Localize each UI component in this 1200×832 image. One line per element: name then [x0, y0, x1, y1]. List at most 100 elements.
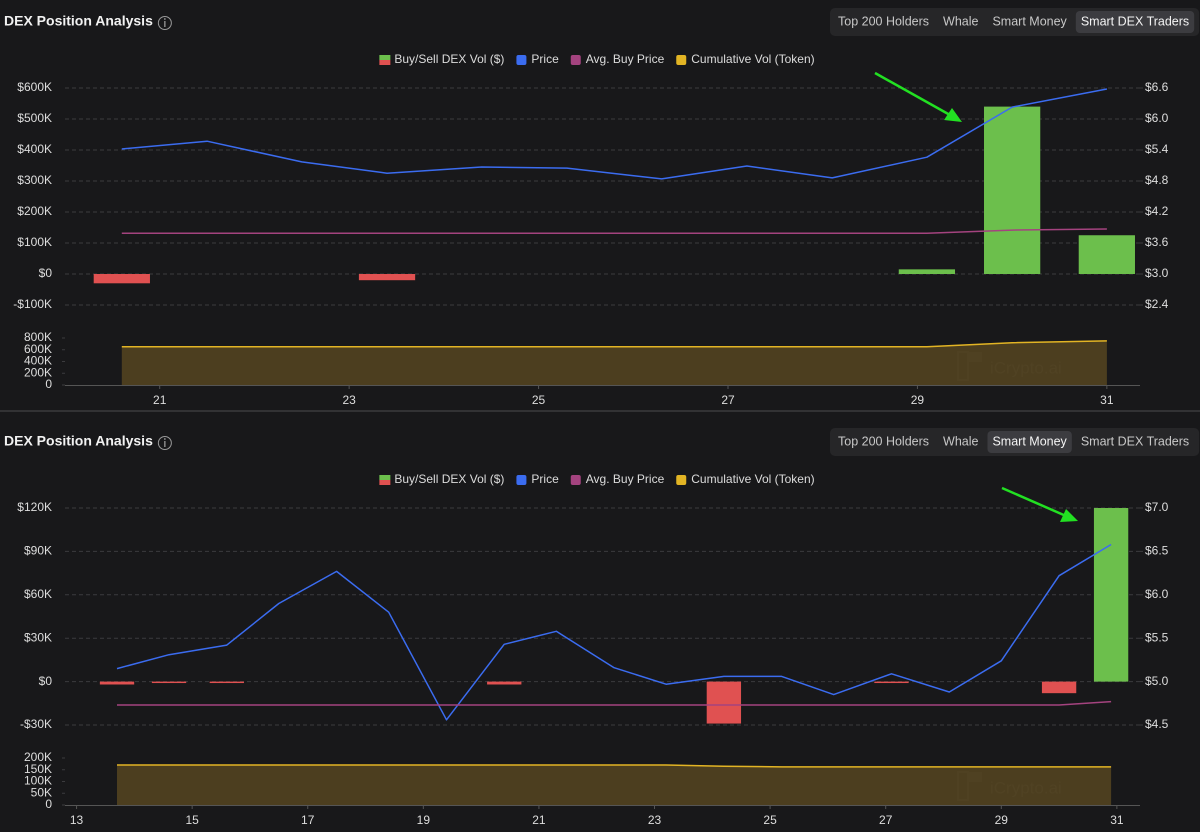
x-tick-label: 31 [1100, 393, 1114, 407]
area-outline [121, 340, 1107, 348]
legend-item: Price [516, 472, 559, 486]
tab[interactable]: Top 200 Holders [838, 434, 929, 448]
arrow-head [1060, 509, 1078, 522]
x-tick-label: 17 [301, 813, 315, 827]
bar [93, 274, 150, 284]
legend-swatch [516, 475, 527, 485]
tab-background [987, 431, 1072, 453]
legend-item: Avg. Buy Price [570, 52, 665, 66]
legend-label: Cumulative Vol (Token) [691, 52, 814, 66]
y3-tick-label: 100K [24, 774, 52, 788]
x-tick-label: 27 [721, 393, 735, 407]
tab[interactable]: Whale [943, 434, 978, 448]
legend-label: Avg. Buy Price [586, 52, 665, 66]
y2-tick-label: $6.5 [1145, 544, 1169, 558]
arrow-shaft [874, 71, 951, 117]
area-outline [117, 764, 1112, 768]
y2-tick-label: $4.2 [1145, 204, 1169, 218]
y-tick-label: $30K [24, 630, 52, 644]
tab[interactable]: Smart Money [992, 434, 1067, 448]
bar [874, 681, 909, 684]
legend-swatch [676, 55, 687, 65]
legend-item: Cumulative Vol (Token) [676, 52, 815, 66]
x-tick-label: 29 [911, 393, 925, 407]
area [121, 340, 1107, 385]
legend-label: Avg. Buy Price [586, 472, 665, 486]
legend-label: Cumulative Vol (Token) [691, 472, 814, 486]
bar [898, 269, 956, 274]
info-icon [157, 436, 172, 450]
bar [1041, 681, 1077, 694]
tab-bar: Top 200 Holders Whale Smart Money Smart DEX… [830, 8, 1200, 36]
y-tick-label: $120K [17, 500, 52, 514]
legend-label: Price [531, 52, 559, 66]
legend-swatch-negative [379, 60, 391, 65]
y3-tick-label: 600K [24, 342, 52, 356]
legend: Buy/Sell DEX Vol ($) Price Avg. Buy Price C… [379, 472, 815, 486]
y3-tick-label: 200K [24, 750, 52, 764]
y3-tick-label: 150K [24, 762, 52, 776]
x-tick-label: 15 [185, 813, 199, 827]
bar [358, 274, 416, 281]
y3-tick-label: 800K [24, 330, 52, 344]
area [117, 765, 1112, 805]
tab[interactable]: Smart DEX Traders [1081, 14, 1189, 28]
tab[interactable]: Top 200 Holders [838, 14, 929, 28]
y-tick-label: $60K [24, 587, 52, 601]
x-tick-label: 25 [763, 813, 777, 827]
tab[interactable]: Smart Money [992, 14, 1067, 28]
legend-swatch-positive [379, 475, 391, 480]
legend-swatch [570, 475, 581, 485]
line [116, 543, 1112, 721]
legend-swatch [570, 55, 581, 65]
line [121, 228, 1107, 234]
y2-tick-label: $5.0 [1145, 674, 1169, 688]
legend-swatch-negative [379, 480, 391, 485]
y2-tick-label: $5.5 [1145, 630, 1169, 644]
line [117, 700, 1112, 706]
legend-label: Buy/Sell DEX Vol ($) [394, 52, 504, 66]
x-tick-label: 29 [995, 813, 1009, 827]
x-tick-label: 31 [1110, 813, 1124, 827]
legend-swatch [676, 475, 687, 485]
bar [984, 106, 1041, 274]
legend: Buy/Sell DEX Vol ($) Price Avg. Buy Price C… [379, 52, 815, 66]
tab-background [1075, 11, 1195, 33]
y-tick-label: -$100K [13, 297, 52, 311]
y3-tick-label: 400K [24, 354, 52, 368]
info-dot [163, 18, 166, 20]
arrow-shaft [1001, 486, 1067, 518]
y3-tick-label: 0 [45, 377, 52, 391]
legend-item: Cumulative Vol (Token) [676, 472, 815, 486]
y2-tick-label: $6.0 [1145, 111, 1169, 125]
y2-tick-label: $5.4 [1145, 142, 1169, 156]
y-tick-label: $500K [17, 111, 52, 125]
x-tick-label: 19 [417, 813, 431, 827]
legend-label: Price [531, 472, 559, 486]
chart-title: DEX Position Analysis [4, 13, 153, 29]
tab[interactable]: Whale [943, 14, 978, 28]
info-icon [157, 16, 172, 30]
tab[interactable]: Smart DEX Traders [1081, 434, 1189, 448]
x-tick-label: 27 [879, 813, 893, 827]
y-tick-label: $300K [17, 173, 52, 187]
y-tick-label: $0 [39, 674, 53, 688]
y-tick-label: $90K [24, 544, 52, 558]
y2-tick-label: $3.0 [1145, 266, 1169, 280]
annotation-arrow [1001, 486, 1078, 522]
annotation-arrow [874, 71, 962, 122]
x-tick-label: 21 [532, 813, 546, 827]
y-tick-label: $100K [17, 235, 52, 249]
y2-tick-label: $7.0 [1145, 500, 1169, 514]
legend-item: Buy/Sell DEX Vol ($) [379, 52, 504, 66]
y3-tick-label: 200K [24, 365, 52, 379]
line [121, 88, 1108, 180]
y-tick-label: $200K [17, 204, 52, 218]
bar [209, 681, 244, 684]
x-tick-label: 23 [342, 393, 356, 407]
tab-bar: Top 200 Holders Whale Smart Money Smart DEX… [830, 428, 1200, 456]
bar [1078, 235, 1135, 274]
y-tick-label: $0 [39, 266, 53, 280]
legend-item: Price [516, 52, 559, 66]
